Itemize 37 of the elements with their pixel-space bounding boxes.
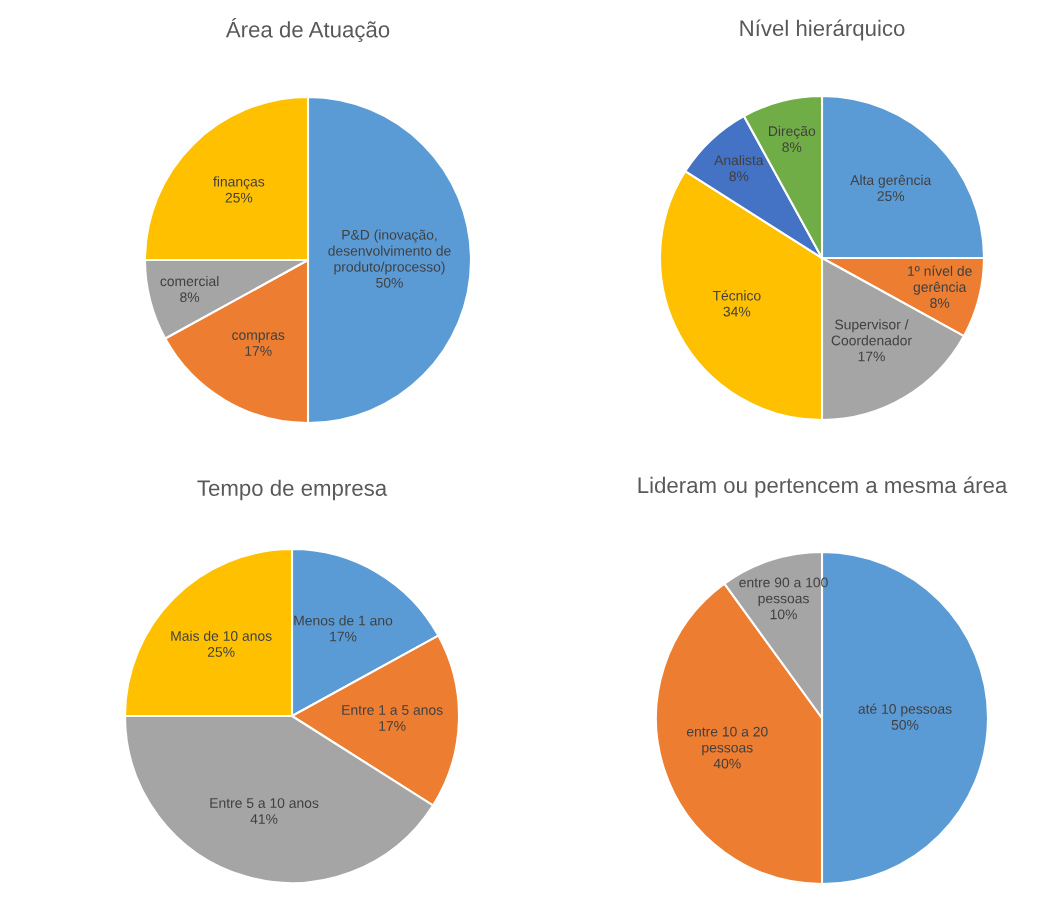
chart-title: Área de Atuação xyxy=(225,18,390,42)
slice-label: P&D (inovação, desenvolvimento de produto/processo) xyxy=(328,229,451,275)
data-label: 17% xyxy=(330,631,357,642)
slice-label: finanças xyxy=(213,176,265,190)
chart-title: Nível hierárquico xyxy=(740,19,905,41)
data-label: 8% xyxy=(930,298,950,308)
data-label: 10% xyxy=(770,609,797,620)
slice-label: comercial xyxy=(160,275,219,287)
data-label: 25% xyxy=(225,192,253,203)
slice-label: Direção xyxy=(769,125,816,139)
data-label: 25% xyxy=(877,191,905,201)
data-label: 41% xyxy=(250,814,278,824)
slice-label: Alta gerência xyxy=(850,174,932,188)
slice-label: Técnico xyxy=(712,290,761,301)
slice-label: entre 10 a 20 pessoas xyxy=(686,726,768,756)
slice-label: Entre 5 a 10 anos xyxy=(210,798,319,808)
data-label: 50% xyxy=(376,277,403,288)
data-label: 8% xyxy=(729,171,749,182)
data-label: 8% xyxy=(180,292,200,303)
slice-label: até 10 pessoas xyxy=(858,703,952,717)
chart-title: Tempo de empresa xyxy=(197,479,388,501)
data-label: 40% xyxy=(713,758,741,769)
data-label: 34% xyxy=(723,306,751,317)
data-label: 17% xyxy=(379,721,406,731)
data-label: 25% xyxy=(207,647,235,657)
data-label: 8% xyxy=(782,142,802,153)
data-label: 17% xyxy=(858,351,885,362)
slice-label: 1º nível de gerência xyxy=(908,265,972,295)
slice-label: Menos de 1 ano xyxy=(294,615,393,626)
slice-label: compras xyxy=(232,332,285,343)
slice-label: Mais de 10 anos xyxy=(171,630,272,641)
slice-label: Analista xyxy=(714,154,764,166)
slice-label: Supervisor / Coordenador xyxy=(831,319,912,346)
chart-title: Lideram ou pertencem a mesma área xyxy=(638,476,1008,498)
data-label: 17% xyxy=(245,346,272,356)
slice-label: Entre 1 a 5 anos xyxy=(342,705,443,715)
data-label: 50% xyxy=(891,719,919,730)
